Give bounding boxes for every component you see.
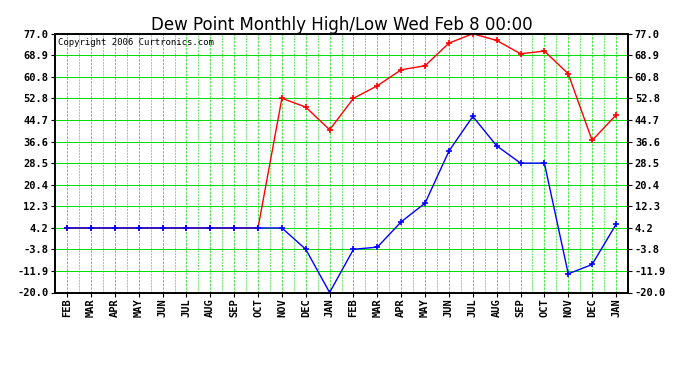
Title: Dew Point Monthly High/Low Wed Feb 8 00:00: Dew Point Monthly High/Low Wed Feb 8 00:…	[150, 16, 533, 34]
Text: Copyright 2006 Curtronics.com: Copyright 2006 Curtronics.com	[58, 38, 214, 46]
